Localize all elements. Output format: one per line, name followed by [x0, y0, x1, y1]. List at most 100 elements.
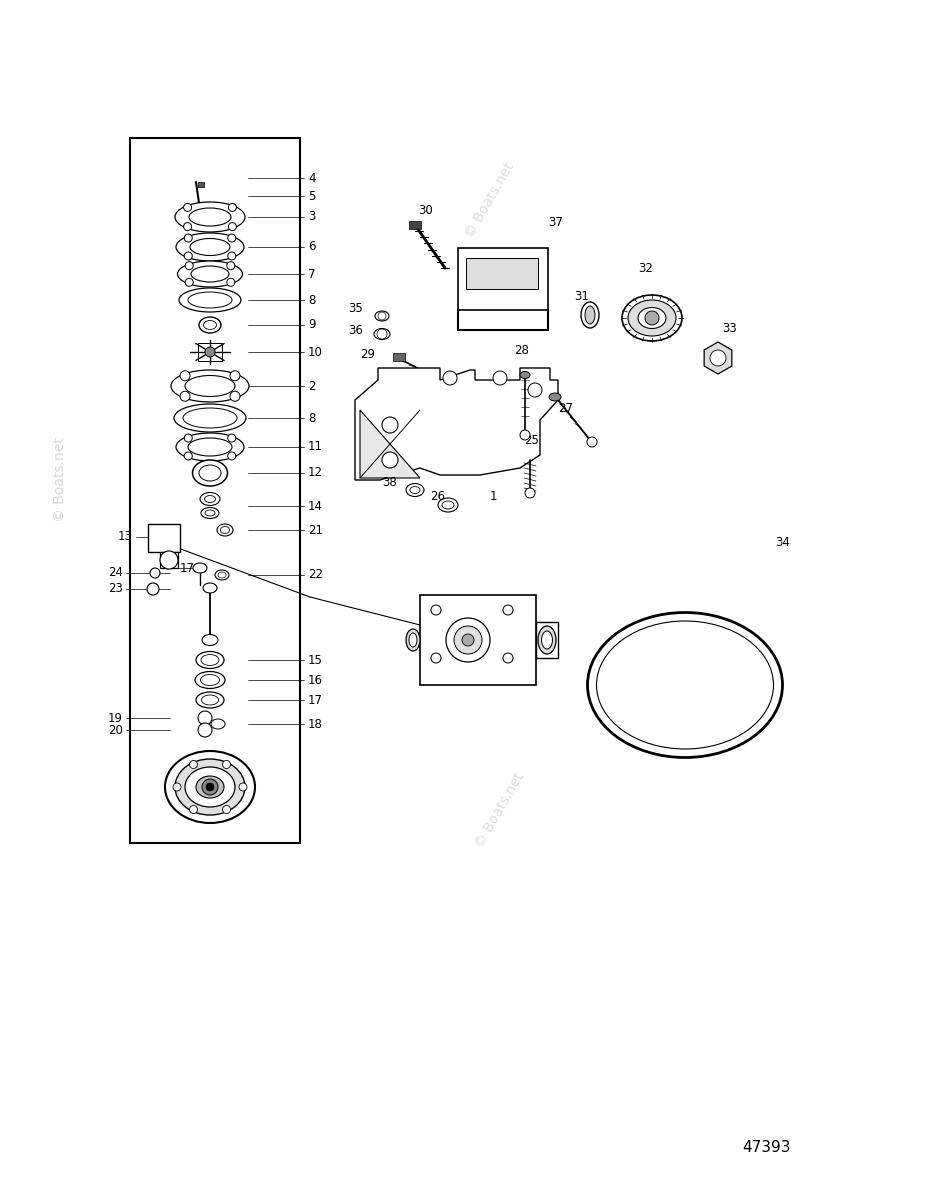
Circle shape — [202, 779, 218, 794]
Ellipse shape — [193, 563, 207, 572]
Text: 17: 17 — [180, 562, 195, 575]
Circle shape — [382, 416, 398, 433]
Circle shape — [528, 383, 542, 397]
Ellipse shape — [587, 612, 782, 757]
Circle shape — [377, 329, 387, 338]
Text: 23: 23 — [108, 582, 123, 595]
Text: 20: 20 — [108, 724, 123, 737]
Text: 14: 14 — [308, 499, 323, 512]
Ellipse shape — [201, 508, 219, 518]
Bar — [420, 595, 536, 685]
Ellipse shape — [202, 635, 218, 646]
Ellipse shape — [622, 295, 682, 341]
Circle shape — [198, 722, 212, 737]
Ellipse shape — [205, 510, 215, 516]
Text: 8: 8 — [308, 412, 316, 425]
Text: 13: 13 — [118, 530, 132, 544]
Text: 6: 6 — [308, 240, 316, 253]
Bar — [458, 248, 548, 310]
Bar — [393, 353, 405, 361]
Ellipse shape — [596, 622, 773, 749]
Text: 3: 3 — [308, 210, 316, 223]
Text: 19: 19 — [108, 712, 123, 725]
Ellipse shape — [189, 208, 231, 226]
Circle shape — [183, 203, 192, 211]
Ellipse shape — [217, 524, 233, 536]
Ellipse shape — [176, 233, 244, 260]
Circle shape — [454, 626, 482, 654]
Text: 24: 24 — [108, 566, 123, 580]
Ellipse shape — [409, 634, 417, 647]
Circle shape — [227, 278, 235, 287]
Ellipse shape — [175, 758, 245, 815]
Text: 1: 1 — [490, 491, 497, 504]
Circle shape — [185, 262, 194, 270]
Text: 34: 34 — [775, 536, 790, 550]
Ellipse shape — [211, 719, 225, 728]
Ellipse shape — [188, 438, 232, 456]
Circle shape — [431, 653, 441, 662]
Text: 18: 18 — [308, 718, 323, 731]
Ellipse shape — [165, 751, 255, 823]
Circle shape — [230, 391, 240, 401]
Ellipse shape — [538, 626, 556, 654]
Text: 31: 31 — [574, 289, 589, 302]
Ellipse shape — [442, 502, 454, 509]
Ellipse shape — [171, 370, 249, 402]
Ellipse shape — [638, 307, 666, 329]
Ellipse shape — [218, 572, 226, 578]
Circle shape — [184, 452, 193, 460]
Bar — [466, 258, 538, 289]
Circle shape — [227, 262, 235, 270]
Ellipse shape — [438, 498, 458, 512]
Circle shape — [184, 234, 193, 242]
Ellipse shape — [581, 302, 599, 328]
Ellipse shape — [183, 408, 237, 428]
Bar — [198, 182, 204, 187]
Circle shape — [180, 371, 190, 380]
Circle shape — [229, 203, 236, 211]
Bar — [198, 343, 222, 361]
Ellipse shape — [196, 776, 224, 798]
Ellipse shape — [175, 202, 245, 232]
Circle shape — [150, 568, 160, 578]
Circle shape — [378, 312, 386, 320]
Circle shape — [493, 371, 507, 385]
Text: 27: 27 — [558, 402, 573, 414]
Circle shape — [228, 434, 236, 442]
Text: 11: 11 — [308, 440, 323, 454]
Ellipse shape — [202, 695, 219, 704]
Circle shape — [222, 805, 231, 814]
Ellipse shape — [196, 652, 224, 668]
Text: © Boats.net: © Boats.net — [463, 160, 518, 240]
Circle shape — [503, 605, 513, 614]
Ellipse shape — [375, 311, 389, 320]
Text: 8: 8 — [308, 294, 316, 306]
Circle shape — [190, 805, 197, 814]
Circle shape — [431, 605, 441, 614]
Ellipse shape — [585, 306, 595, 324]
Ellipse shape — [188, 292, 232, 308]
Ellipse shape — [205, 496, 216, 503]
Circle shape — [190, 761, 197, 768]
Circle shape — [180, 391, 190, 401]
Circle shape — [183, 223, 192, 230]
Circle shape — [147, 583, 159, 595]
Ellipse shape — [220, 527, 230, 534]
Ellipse shape — [179, 288, 241, 312]
Polygon shape — [355, 368, 558, 480]
Ellipse shape — [191, 266, 229, 282]
Text: 4: 4 — [308, 172, 316, 185]
Circle shape — [198, 710, 212, 725]
Bar — [536, 622, 558, 658]
Bar — [409, 221, 421, 229]
Ellipse shape — [176, 433, 244, 461]
Circle shape — [230, 371, 240, 380]
Text: 26: 26 — [430, 491, 445, 504]
Ellipse shape — [406, 484, 424, 497]
Circle shape — [205, 347, 215, 358]
Circle shape — [443, 371, 457, 385]
Circle shape — [520, 430, 530, 440]
Circle shape — [587, 437, 597, 446]
Ellipse shape — [628, 300, 676, 336]
